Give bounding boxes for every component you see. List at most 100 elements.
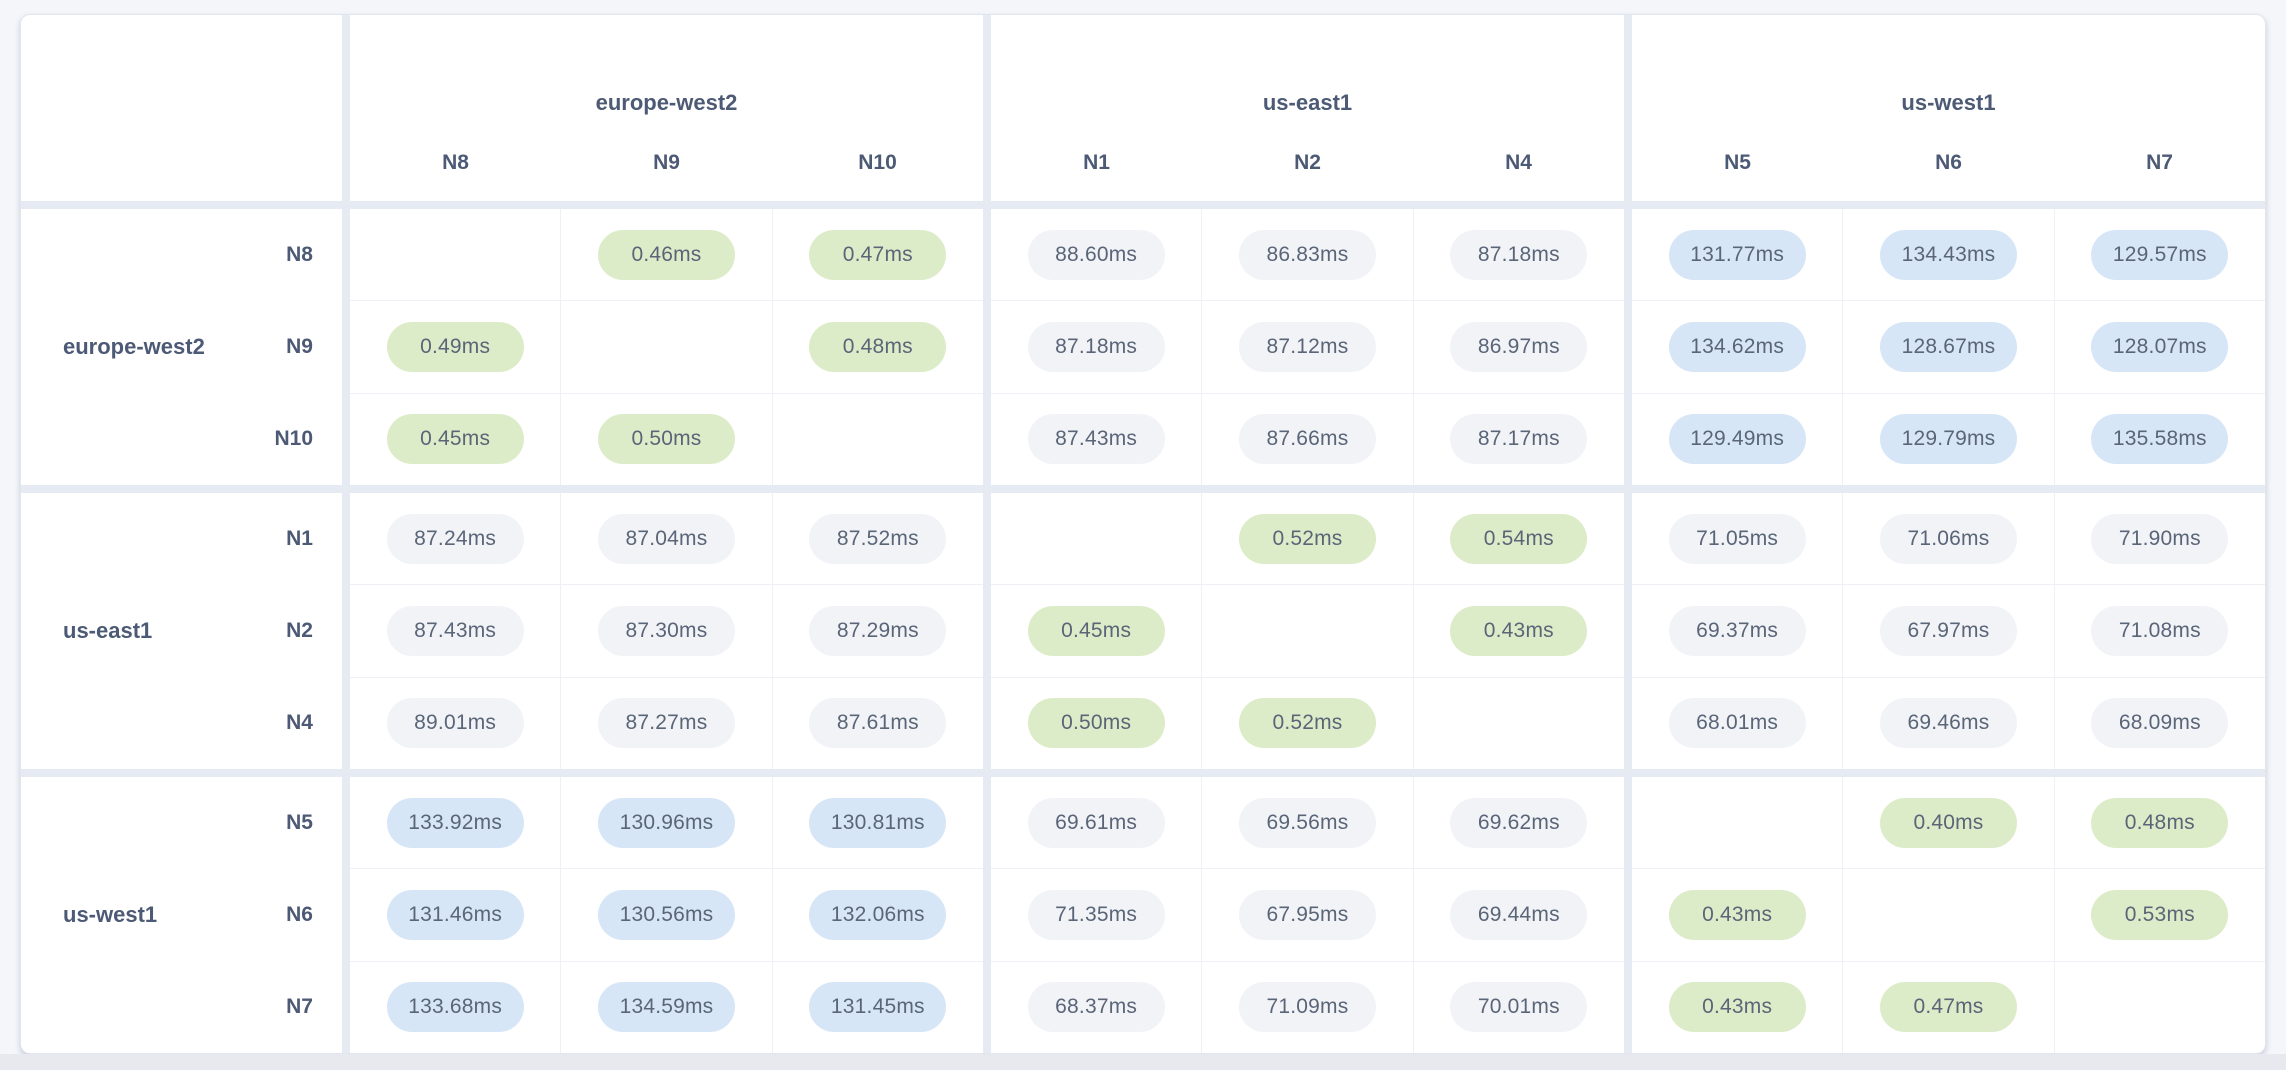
latency-cell: 87.43ms [350, 585, 561, 677]
latency-cell: 68.09ms [2054, 677, 2265, 769]
latency-block: 0.40ms 0.48ms 0.43ms 0.53ms 0.43ms 0.47ms [1632, 777, 2265, 1053]
latency-cell: 0.43ms [1632, 869, 1843, 961]
column-node-header: N2 [1294, 151, 1321, 174]
latency-cell-self [561, 301, 772, 393]
latency-pill: 129.79ms [1879, 414, 2017, 465]
node-header-row: N5 N6 N7 [1632, 125, 2265, 201]
latency-cell-self [2054, 961, 2265, 1053]
latency-pill: 0.53ms [2091, 889, 2229, 940]
latency-pill: 87.17ms [1450, 414, 1588, 465]
latency-pill: 0.52ms [1238, 698, 1376, 749]
latency-cell-self [1413, 677, 1624, 769]
latency-cell: 71.08ms [2054, 585, 2265, 677]
latency-cell: 67.97ms [1843, 585, 2054, 677]
latency-cell: 87.12ms [1202, 301, 1413, 393]
latency-pill: 89.01ms [386, 698, 524, 749]
latency-cell: 134.43ms [1843, 209, 2054, 301]
latency-pill: 87.18ms [1027, 321, 1165, 372]
latency-pill: 87.43ms [1027, 414, 1165, 465]
latency-cell: 131.45ms [772, 961, 983, 1053]
row-group-region-label: europe-west2 [63, 334, 205, 359]
latency-cell: 0.47ms [1843, 961, 2054, 1053]
latency-pill: 0.47ms [809, 229, 947, 280]
latency-cell: 132.06ms [772, 869, 983, 961]
latency-pill: 87.04ms [597, 513, 735, 564]
latency-pill: 86.83ms [1238, 229, 1376, 280]
row-node-label: N9 [286, 335, 313, 358]
row-group-label-cell: us-west1 N5 N6 N7 [21, 777, 342, 1053]
latency-cell: 129.49ms [1632, 393, 1843, 485]
row-group-region-label: us-west1 [63, 902, 158, 927]
node-header-row: N8 N9 N10 [350, 125, 983, 201]
latency-pill: 87.12ms [1238, 321, 1376, 372]
latency-cell: 71.90ms [2054, 493, 2265, 585]
latency-cell: 130.81ms [772, 777, 983, 869]
latency-cell: 129.79ms [1843, 393, 2054, 485]
latency-cell: 89.01ms [350, 677, 561, 769]
latency-cell: 87.24ms [350, 493, 561, 585]
latency-pill: 87.66ms [1238, 414, 1376, 465]
latency-cell: 71.06ms [1843, 493, 2054, 585]
row-node-label: N4 [286, 711, 313, 734]
latency-pill: 87.43ms [386, 605, 524, 656]
column-node-header: N1 [1083, 151, 1110, 174]
latency-pill: 129.49ms [1668, 414, 1806, 465]
row-node-label: N2 [286, 619, 313, 642]
latency-cell: 87.30ms [561, 585, 772, 677]
row-group-label-cell: europe-west2 N8 N9 N10 [21, 209, 342, 485]
latency-pill: 69.44ms [1450, 889, 1588, 940]
latency-cell: 87.18ms [1413, 209, 1624, 301]
latency-pill: 134.62ms [1668, 321, 1806, 372]
latency-pill: 71.06ms [1879, 513, 2017, 564]
latency-cell: 0.48ms [2054, 777, 2265, 869]
latency-block: 88.60ms 86.83ms 87.18ms 87.18ms 87.12ms 86.97… [991, 209, 1624, 485]
latency-cell: 0.47ms [772, 209, 983, 301]
latency-pill: 68.01ms [1668, 698, 1806, 749]
latency-cell: 128.67ms [1843, 301, 2054, 393]
latency-cell-self [1632, 777, 1843, 869]
row-node-label: N6 [286, 903, 313, 926]
latency-cell: 69.44ms [1413, 869, 1624, 961]
latency-matrix-table: europe-west2 N8 N9 N10 us-east1 N1 N2 N4 us-west… [20, 14, 2266, 1054]
latency-cell: 87.17ms [1413, 393, 1624, 485]
node-header-row: N1 N2 N4 [991, 125, 1624, 201]
latency-cell: 87.04ms [561, 493, 772, 585]
column-group-header: us-east1 N1 N2 N4 [991, 15, 1624, 201]
latency-pill: 88.60ms [1027, 229, 1165, 280]
row-node-label: N1 [286, 527, 313, 550]
latency-pill: 68.37ms [1027, 982, 1165, 1033]
latency-pill: 87.30ms [597, 605, 735, 656]
latency-cell: 69.56ms [1202, 777, 1413, 869]
column-group-header: europe-west2 N8 N9 N10 [350, 15, 983, 201]
latency-pill: 128.07ms [2091, 321, 2229, 372]
latency-pill: 71.08ms [2091, 605, 2229, 656]
latency-block: 0.46ms 0.47ms 0.49ms 0.48ms 0.45ms 0.50ms [350, 209, 983, 485]
latency-pill: 0.48ms [2091, 797, 2229, 848]
latency-cell: 0.49ms [350, 301, 561, 393]
bottom-strip [0, 1054, 2286, 1070]
latency-block: 131.77ms 134.43ms 129.57ms 134.62ms 128.67ms… [1632, 209, 2265, 485]
row-node-label: N10 [274, 427, 313, 450]
row-node-label: N7 [286, 995, 313, 1018]
column-node-header: N9 [653, 151, 680, 174]
latency-pill: 134.59ms [597, 982, 735, 1033]
latency-pill: 135.58ms [2091, 414, 2229, 465]
column-node-header: N5 [1724, 151, 1751, 174]
latency-pill: 0.43ms [1668, 889, 1806, 940]
latency-cell-self [350, 209, 561, 301]
latency-cell: 130.96ms [561, 777, 772, 869]
latency-cell: 86.97ms [1413, 301, 1624, 393]
latency-pill: 133.92ms [386, 797, 524, 848]
latency-cell: 131.46ms [350, 869, 561, 961]
column-node-header: N6 [1935, 151, 1962, 174]
row-group-label-cell: us-east1 N1 N2 N4 [21, 493, 342, 769]
latency-pill: 129.57ms [2091, 229, 2229, 280]
latency-cell: 0.45ms [991, 585, 1202, 677]
latency-block: 69.61ms 69.56ms 69.62ms 71.35ms 67.95ms 69.44… [991, 777, 1624, 1053]
latency-cell: 87.43ms [991, 393, 1202, 485]
latency-pill: 87.52ms [809, 513, 947, 564]
latency-cell: 0.43ms [1632, 961, 1843, 1053]
latency-cell: 69.61ms [991, 777, 1202, 869]
latency-cell: 133.92ms [350, 777, 561, 869]
latency-cell: 0.46ms [561, 209, 772, 301]
